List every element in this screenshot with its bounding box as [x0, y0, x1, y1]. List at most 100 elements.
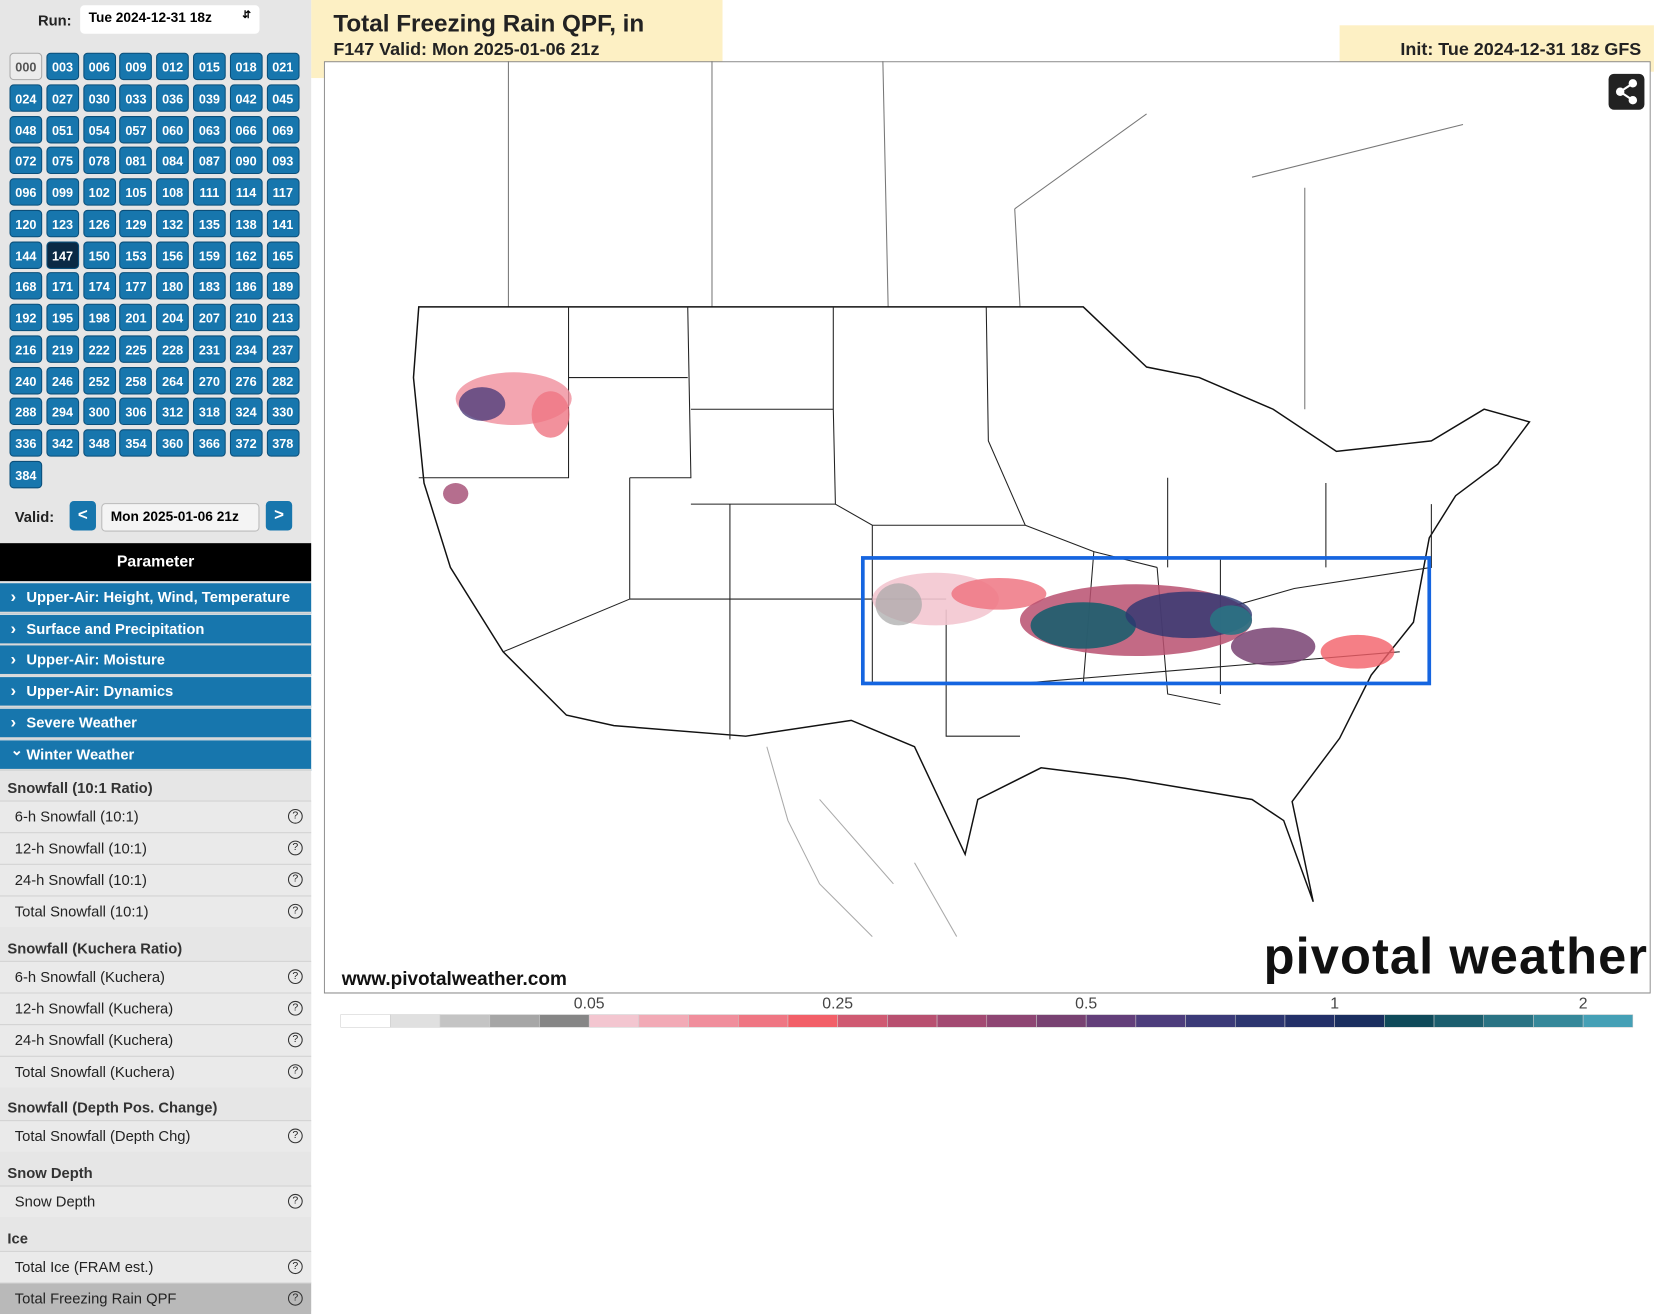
hour-button[interactable]: 270	[193, 366, 226, 394]
hour-button[interactable]: 015	[193, 52, 226, 81]
hour-button[interactable]: 213	[266, 303, 300, 332]
category-header[interactable]: › Upper-Air: Dynamics	[0, 677, 312, 708]
help-icon[interactable]: ?	[287, 1194, 303, 1209]
parameter-item[interactable]: Total Snowfall (Kuchera)?	[0, 1055, 312, 1087]
parameter-item[interactable]: 6-h Snowfall (Kuchera)?	[0, 960, 312, 993]
hour-button[interactable]: 048	[9, 115, 43, 143]
hour-button[interactable]: 222	[82, 335, 116, 363]
help-icon[interactable]: ?	[287, 872, 303, 888]
hour-button[interactable]: 102	[82, 178, 116, 206]
parameter-item[interactable]: 6-h Snowfall (10:1)?	[0, 800, 312, 833]
hour-button[interactable]: 093	[266, 146, 300, 175]
hour-button[interactable]: 150	[82, 240, 116, 269]
hour-button[interactable]: 264	[156, 366, 190, 394]
hour-button[interactable]: 342	[46, 429, 79, 457]
hour-button[interactable]: 294	[46, 397, 79, 426]
hour-button[interactable]: 018	[229, 52, 263, 81]
hour-button[interactable]: 120	[9, 209, 43, 238]
hour-button[interactable]: 183	[193, 272, 226, 300]
hour-button[interactable]: 069	[266, 115, 300, 143]
hour-button[interactable]: 231	[193, 335, 226, 363]
parameter-item[interactable]: 12-h Snowfall (Kuchera)?	[0, 992, 312, 1024]
hour-button[interactable]: 378	[266, 429, 300, 457]
help-icon[interactable]: ?	[287, 969, 303, 984]
hour-button[interactable]: 003	[46, 52, 79, 81]
hour-button[interactable]: 372	[229, 429, 263, 457]
hour-button[interactable]: 009	[119, 52, 153, 81]
valid-select[interactable]: Mon 2025-01-06 21z	[101, 503, 260, 532]
hour-button[interactable]: 060	[156, 115, 190, 143]
help-icon[interactable]: ?	[287, 809, 303, 824]
run-select[interactable]: Tue 2024-12-31 18z ⇵	[80, 5, 260, 34]
help-icon[interactable]: ?	[287, 903, 303, 919]
hour-button[interactable]: 090	[229, 146, 263, 175]
hour-button[interactable]: 324	[229, 397, 263, 426]
hour-button[interactable]: 036	[156, 84, 190, 112]
hour-button[interactable]: 210	[229, 303, 263, 332]
hour-button[interactable]: 246	[46, 366, 79, 394]
help-icon[interactable]: ?	[287, 1128, 303, 1144]
hour-button[interactable]: 360	[156, 429, 190, 457]
hour-button[interactable]: 195	[46, 303, 79, 332]
hour-button[interactable]: 129	[119, 209, 153, 238]
hour-button[interactable]: 123	[46, 209, 79, 238]
hour-button[interactable]: 366	[193, 429, 226, 457]
hour-button[interactable]: 057	[119, 115, 153, 143]
hour-button[interactable]: 354	[119, 429, 153, 457]
hour-button[interactable]: 207	[193, 303, 226, 332]
category-header[interactable]: › Upper-Air: Height, Wind, Temperature	[0, 583, 312, 614]
hour-button[interactable]: 234	[229, 335, 263, 363]
prev-button[interactable]: <	[69, 500, 96, 531]
hour-button[interactable]: 039	[193, 84, 226, 112]
hour-button[interactable]: 135	[193, 209, 226, 238]
hour-button[interactable]: 066	[229, 115, 263, 143]
hour-button[interactable]: 084	[156, 146, 190, 175]
category-header[interactable]: › Severe Weather	[0, 708, 312, 740]
hour-button[interactable]: 141	[266, 209, 300, 238]
help-icon[interactable]: ?	[287, 1291, 303, 1306]
hour-button[interactable]: 219	[46, 335, 79, 363]
hour-button[interactable]: 054	[82, 115, 116, 143]
hour-button[interactable]: 174	[82, 272, 116, 300]
hour-button[interactable]: 216	[9, 335, 43, 363]
help-icon[interactable]: ?	[287, 840, 303, 856]
help-icon[interactable]: ?	[287, 1063, 303, 1079]
hour-button[interactable]: 162	[229, 240, 263, 269]
category-header[interactable]: › Surface and Precipitation	[0, 614, 312, 646]
category-header[interactable]: › Upper-Air: Moisture	[0, 645, 312, 677]
hour-button[interactable]: 180	[156, 272, 190, 300]
hour-button[interactable]: 300	[82, 397, 116, 426]
hour-button[interactable]: 033	[119, 84, 153, 112]
hour-button[interactable]: 114	[229, 178, 263, 206]
parameter-item[interactable]: Total Freezing Rain QPF?	[0, 1282, 312, 1314]
hour-button[interactable]: 111	[193, 178, 226, 206]
hour-button[interactable]: 225	[119, 335, 153, 363]
hour-button[interactable]: 108	[156, 178, 190, 206]
hour-button[interactable]: 072	[9, 146, 43, 175]
parameter-item[interactable]: 24-h Snowfall (10:1)?	[0, 863, 312, 896]
hour-button[interactable]: 024	[9, 84, 43, 112]
hour-button[interactable]: 318	[193, 397, 226, 426]
hour-button[interactable]: 192	[9, 303, 43, 332]
hour-button[interactable]: 096	[9, 178, 43, 206]
help-icon[interactable]: ?	[287, 1259, 303, 1275]
hour-button[interactable]: 030	[82, 84, 116, 112]
parameter-item[interactable]: Total Snowfall (Depth Chg)?	[0, 1120, 312, 1153]
hour-button[interactable]: 045	[266, 84, 300, 112]
next-button[interactable]: >	[265, 500, 293, 531]
help-icon[interactable]: ?	[287, 1032, 303, 1047]
hour-button[interactable]: 171	[46, 272, 79, 300]
hour-button[interactable]: 276	[229, 366, 263, 394]
hour-button[interactable]: 237	[266, 335, 300, 363]
hour-button[interactable]: 288	[9, 397, 43, 426]
hour-button[interactable]: 117	[266, 178, 300, 206]
hour-button[interactable]: 081	[119, 146, 153, 175]
hour-button[interactable]: 198	[82, 303, 116, 332]
hour-button[interactable]: 087	[193, 146, 226, 175]
hour-button[interactable]: 099	[46, 178, 79, 206]
hour-button[interactable]: 201	[119, 303, 153, 332]
hour-button[interactable]: 021	[266, 52, 300, 81]
hour-button[interactable]: 330	[266, 397, 300, 426]
hour-button[interactable]: 147	[46, 240, 79, 269]
hour-button[interactable]: 051	[46, 115, 79, 143]
